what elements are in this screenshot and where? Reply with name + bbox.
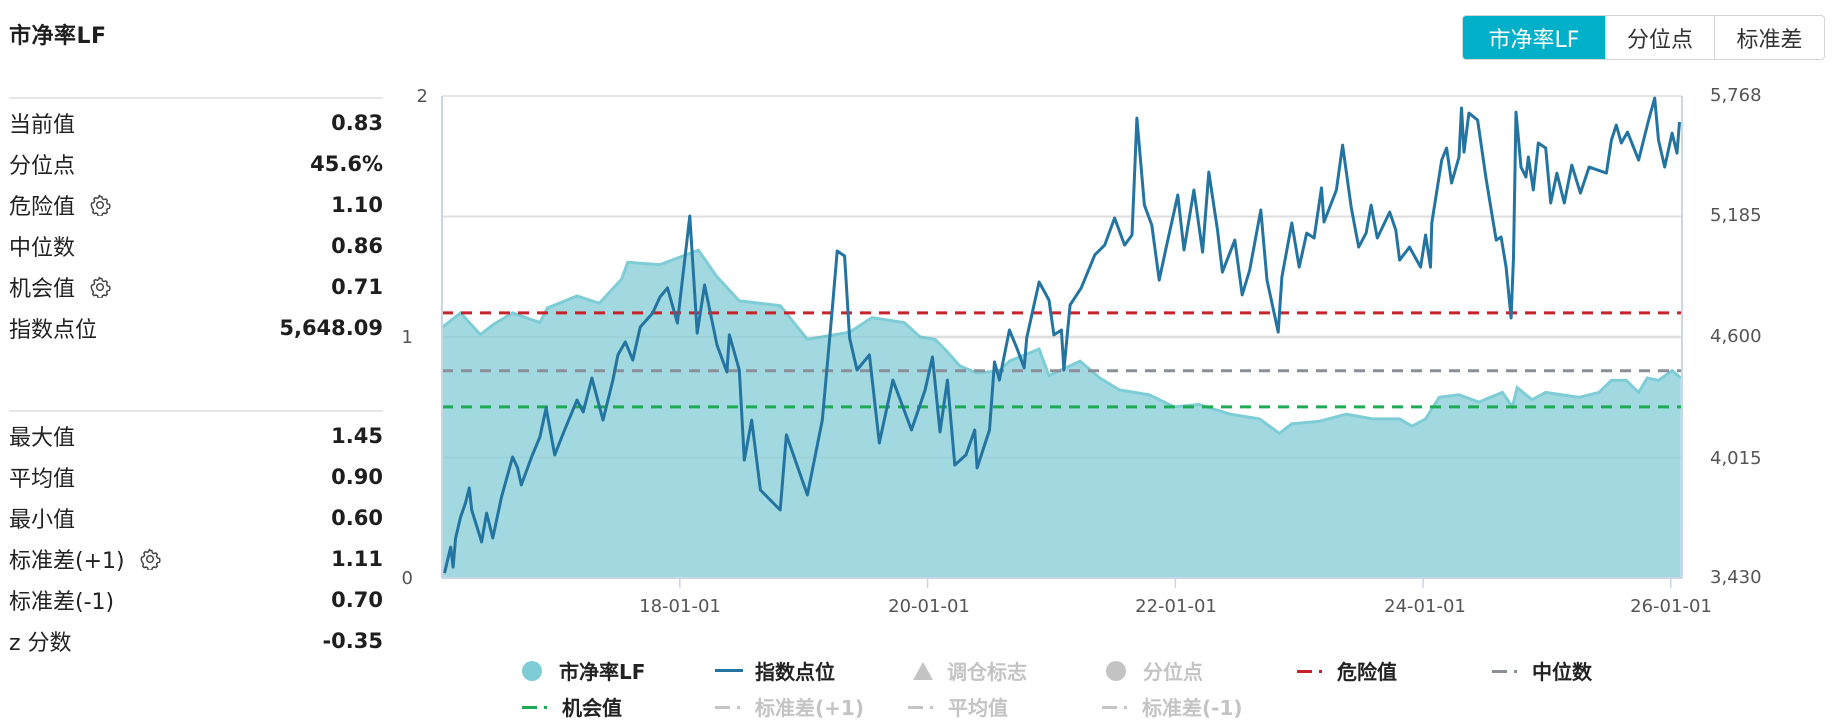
legend-label: 调仓标志 bbox=[947, 660, 1027, 684]
pb-area-series bbox=[442, 250, 1681, 578]
dash-dot-icon bbox=[715, 700, 743, 714]
stat-label: 中位数 bbox=[9, 235, 76, 261]
dash-dot-icon bbox=[1297, 664, 1325, 678]
legend-label: 标准差(-1) bbox=[1142, 696, 1243, 720]
reference-lines bbox=[442, 311, 1682, 409]
y-right-tick-5768: 5,768 bbox=[1710, 85, 1762, 106]
legend-item-index-level[interactable]: 指数点位 bbox=[715, 656, 835, 685]
y-left-tick-2: 2 bbox=[416, 86, 428, 107]
y-right-tick-4600: 4,600 bbox=[1710, 326, 1762, 347]
dash-dot-icon bbox=[1102, 700, 1130, 714]
x-tick-22-01-01: 22-01-01 bbox=[1135, 596, 1217, 617]
stat-label: 危险值 bbox=[9, 194, 76, 220]
legend-item-rebalance-flag[interactable]: 调仓标志 bbox=[913, 656, 1027, 685]
x-tick-20-01-01: 20-01-01 bbox=[888, 596, 970, 617]
stat-value: 0.90 bbox=[331, 464, 383, 489]
gear-icon[interactable] bbox=[139, 548, 161, 571]
x-tick-24-01-01: 24-01-01 bbox=[1384, 596, 1466, 617]
stat-label: 最小值 bbox=[9, 507, 76, 533]
stat-value: 0.71 bbox=[331, 274, 383, 299]
tab-pb-lf[interactable]: 市净率LF bbox=[1463, 16, 1605, 59]
triangle-icon bbox=[913, 661, 933, 680]
legend-label: 危险值 bbox=[1337, 660, 1397, 684]
stat-value: 1.11 bbox=[331, 546, 383, 571]
stat-value: 0.70 bbox=[331, 587, 383, 612]
legend-item-mean[interactable]: 平均值 bbox=[908, 692, 1008, 721]
stats-panel-historical: 最大值 1.45 平均值 0.90 最小值 0.60 标准差(+1) 1.11 … bbox=[9, 410, 383, 661]
metric-toggle-group: 市净率LF 分位点 标准差 bbox=[1462, 15, 1825, 60]
stat-label-wrap: 标准差(+1) bbox=[9, 543, 161, 575]
stat-value: 45.6% bbox=[310, 151, 383, 176]
legend-item-opportunity-value[interactable]: 机会值 bbox=[522, 692, 622, 721]
x-tick-18-01-01: 18-01-01 bbox=[639, 596, 721, 617]
y-left-tick-0: 0 bbox=[401, 568, 413, 589]
stat-label-wrap: 机会值 bbox=[9, 271, 111, 303]
circle-icon bbox=[522, 660, 542, 681]
stat-label: 最大值 bbox=[9, 425, 76, 451]
stat-row-mean: 平均值 0.90 bbox=[9, 456, 383, 497]
stats-panel-current: 当前值 0.83 分位点 45.6% 危险值 1.10 中位数 0.86 机会值… bbox=[9, 97, 383, 348]
stat-row-median: 中位数 0.86 bbox=[9, 225, 383, 266]
chart-axes bbox=[441, 96, 1683, 588]
stat-label: 分位点 bbox=[9, 153, 76, 179]
stat-row-max: 最大值 1.45 bbox=[9, 415, 383, 456]
legend-item-std-plus1[interactable]: 标准差(+1) bbox=[715, 692, 864, 721]
legend-item-percentile[interactable]: 分位点 bbox=[1106, 656, 1203, 685]
stat-value: 1.45 bbox=[331, 423, 383, 448]
stat-label: 平均值 bbox=[9, 466, 76, 492]
legend-item-danger-value[interactable]: 危险值 bbox=[1297, 656, 1397, 685]
stat-label: 当前值 bbox=[9, 112, 76, 138]
y-right-tick-3430: 3,430 bbox=[1710, 567, 1762, 588]
legend-label: 分位点 bbox=[1143, 660, 1203, 684]
pb-area-outline bbox=[441, 248, 1682, 436]
stat-label: 标准差(+1) bbox=[9, 548, 125, 574]
dash-dot-icon bbox=[522, 700, 550, 714]
stat-value: 5,648.09 bbox=[279, 315, 383, 340]
stat-row-z-score: z 分数 -0.35 bbox=[9, 620, 383, 661]
legend-label: 指数点位 bbox=[755, 660, 835, 684]
y-right-tick-5185: 5,185 bbox=[1710, 205, 1762, 226]
legend-item-std-minus1[interactable]: 标准差(-1) bbox=[1102, 692, 1243, 721]
stat-label: 指数点位 bbox=[9, 317, 98, 343]
legend-item-pb-lf[interactable]: 市净率LF bbox=[522, 656, 645, 685]
tab-percentile[interactable]: 分位点 bbox=[1605, 16, 1714, 59]
dash-dot-icon bbox=[908, 700, 936, 714]
stat-value: 0.86 bbox=[331, 233, 383, 258]
stat-row-current-value: 当前值 0.83 bbox=[9, 102, 383, 143]
y-left-tick-1: 1 bbox=[401, 327, 413, 348]
legend-label: 机会值 bbox=[562, 696, 622, 720]
legend-label: 市净率LF bbox=[559, 660, 646, 684]
dash-dot-icon bbox=[1492, 664, 1520, 678]
circle-icon bbox=[1106, 660, 1126, 681]
stat-row-danger-value: 危险值 1.10 bbox=[9, 184, 383, 225]
stat-label-wrap: 危险值 bbox=[9, 189, 111, 221]
page-title: 市净率LF bbox=[9, 24, 107, 49]
stat-value: 1.10 bbox=[331, 192, 383, 217]
gear-icon[interactable] bbox=[89, 276, 111, 299]
gear-icon[interactable] bbox=[89, 194, 111, 217]
stat-row-percentile: 分位点 45.6% bbox=[9, 143, 383, 184]
stat-row-std-minus1: 标准差(-1) 0.70 bbox=[9, 579, 383, 620]
stat-value: -0.35 bbox=[322, 628, 383, 653]
x-tick-26-01-01: 26-01-01 bbox=[1630, 596, 1712, 617]
y-right-tick-4015: 4,015 bbox=[1710, 448, 1762, 469]
stat-value: 0.60 bbox=[331, 505, 383, 530]
stat-row-index-level: 指数点位 5,648.09 bbox=[9, 307, 383, 348]
legend-label: 中位数 bbox=[1532, 660, 1592, 684]
stat-label: 机会值 bbox=[9, 276, 76, 302]
legend-item-median[interactable]: 中位数 bbox=[1492, 656, 1592, 685]
index-line-series bbox=[443, 96, 1681, 574]
stat-label: z 分数 bbox=[9, 630, 72, 656]
stat-value: 0.83 bbox=[331, 110, 383, 135]
stat-label: 标准差(-1) bbox=[9, 589, 115, 615]
legend-label: 标准差(+1) bbox=[755, 696, 864, 720]
stat-row-opportunity-value: 机会值 0.71 bbox=[9, 266, 383, 307]
tab-std-dev[interactable]: 标准差 bbox=[1714, 16, 1824, 59]
legend-label: 平均值 bbox=[948, 696, 1008, 720]
stat-row-min: 最小值 0.60 bbox=[9, 497, 383, 538]
line-icon bbox=[715, 669, 743, 672]
stat-row-std-plus1: 标准差(+1) 1.11 bbox=[9, 538, 383, 579]
